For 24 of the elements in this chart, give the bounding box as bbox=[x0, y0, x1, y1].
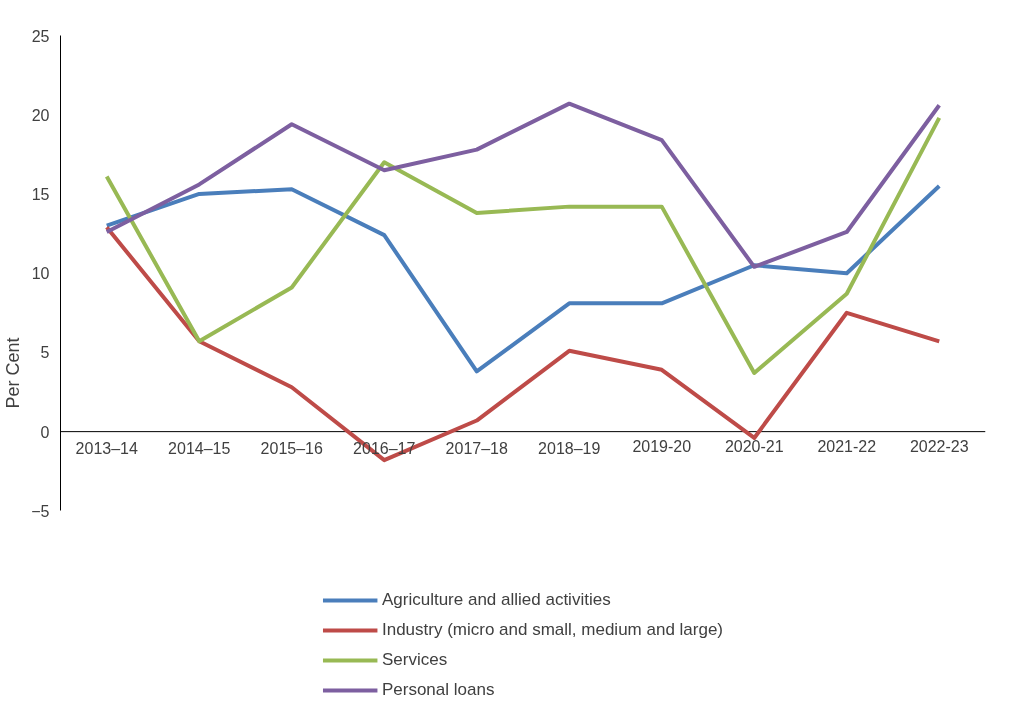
y-tick-label: 25 bbox=[31, 27, 50, 45]
legend-label: Agriculture and allied activities bbox=[381, 590, 611, 610]
x-tick-label: 2017–18 bbox=[445, 439, 508, 457]
x-tick-label: 2022-23 bbox=[909, 437, 969, 455]
legend-label: Industry (micro and small, medium and large) bbox=[381, 620, 724, 640]
x-tick-label: 2014–15 bbox=[168, 439, 231, 457]
y-tick-label: 0 bbox=[40, 423, 50, 441]
line-series bbox=[104, 184, 942, 374]
line-series bbox=[104, 101, 942, 269]
y-tick-label: 10 bbox=[31, 265, 50, 283]
legend-label: Services bbox=[381, 650, 448, 670]
x-tick-label: 2019-20 bbox=[632, 437, 692, 455]
line-series bbox=[104, 115, 942, 375]
x-tick-label: 2013–14 bbox=[75, 439, 138, 457]
x-tick-label: 2018–19 bbox=[538, 439, 601, 457]
y-tick-label: 15 bbox=[31, 185, 50, 203]
y-axis-title: Per Cent bbox=[3, 337, 24, 409]
y-tick-label: −5 bbox=[31, 502, 50, 520]
x-tick-label: 2021-22 bbox=[817, 437, 877, 455]
y-tick-label: 20 bbox=[31, 106, 50, 124]
x-tick-label: 2015–16 bbox=[260, 439, 323, 457]
y-tick-label: 5 bbox=[40, 344, 50, 362]
x-tick-label: 2020-21 bbox=[724, 437, 784, 455]
legend-label: Personal loans bbox=[381, 680, 495, 700]
